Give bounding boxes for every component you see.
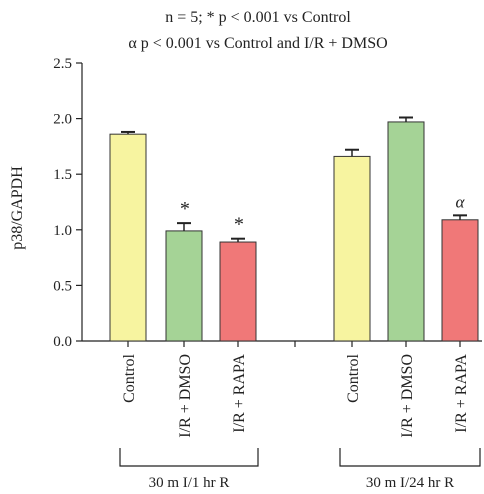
- bar: [333, 155, 371, 342]
- category-label: I/R + DMSO: [399, 354, 416, 438]
- significance-mark: α: [456, 192, 466, 211]
- y-tick-label: 2.5: [53, 56, 72, 72]
- bars: * * α: [109, 116, 479, 342]
- category-label: I/R + DMSO: [177, 354, 194, 438]
- chart-title-line-2: α p < 0.001 vs Control and I/R + DMSO: [128, 35, 387, 52]
- bar: [109, 133, 147, 342]
- group-bracket: [339, 448, 481, 467]
- category-labels: Control I/R + DMSO I/R + RAPA Control I/R + …: [121, 353, 470, 437]
- y-tick-label: 1.5: [53, 167, 72, 183]
- chart-title-line-1: n = 5; * p < 0.001 vs Control: [165, 9, 351, 26]
- significance-mark: *: [233, 214, 243, 236]
- bar: [165, 230, 203, 342]
- group-label: 30 m I/24 hr R: [366, 475, 454, 491]
- group-bracket: [119, 448, 259, 467]
- category-label: I/R + RAPA: [453, 354, 470, 433]
- y-tick-label: 0.0: [53, 334, 72, 350]
- category-label: Control: [121, 353, 138, 402]
- y-tick-label: 0.5: [53, 278, 72, 294]
- bar: [387, 121, 425, 342]
- y-axis-label: p38/GAPDH: [9, 166, 26, 250]
- y-tick-label: 1.0: [53, 223, 72, 239]
- significance-mark: *: [179, 198, 189, 220]
- group-brackets: 30 m I/1 hr R 30 m I/24 hr R: [119, 448, 481, 491]
- category-label: Control: [345, 353, 362, 402]
- category-label: I/R + RAPA: [231, 354, 248, 433]
- group-label: 30 m I/1 hr R: [149, 475, 230, 491]
- bar: [441, 219, 479, 342]
- y-tick-label: 2.0: [53, 112, 72, 128]
- bar: [219, 241, 257, 342]
- axes: 0.0 0.5 1.0 1.5 2.0 2.5: [53, 56, 482, 350]
